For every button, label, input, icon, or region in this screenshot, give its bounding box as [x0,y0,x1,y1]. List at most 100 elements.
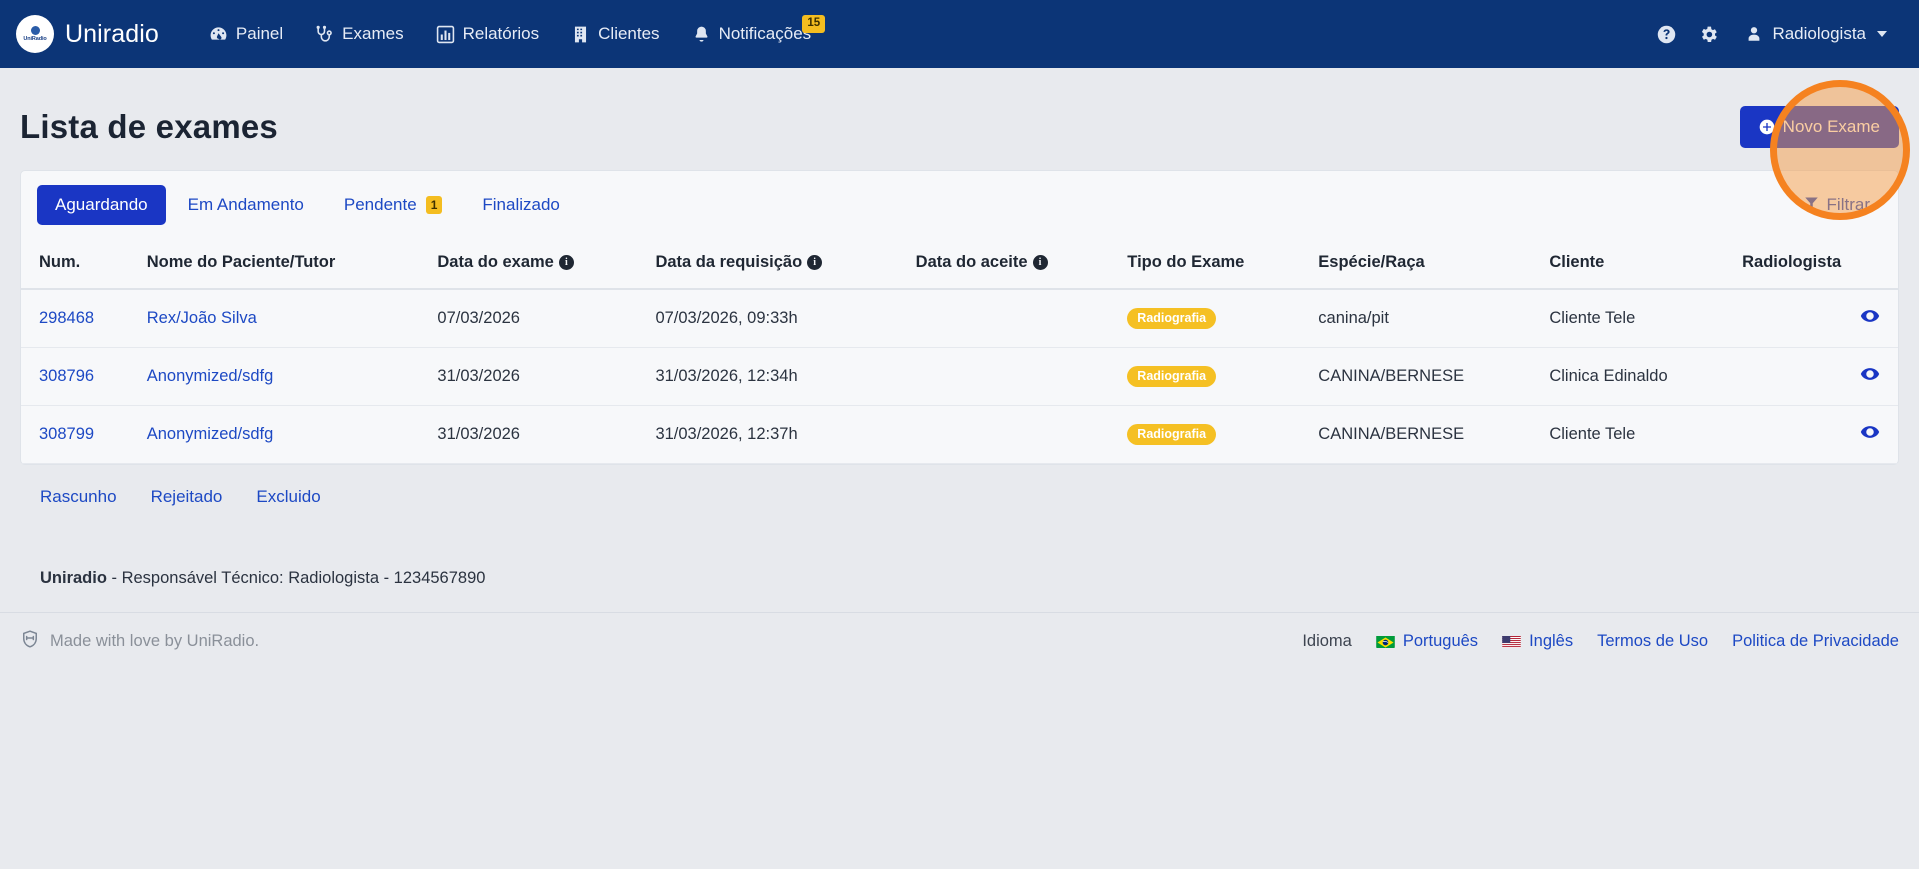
tab-pendente-count: 1 [425,196,443,214]
new-exam-button[interactable]: Novo Exame [1739,106,1899,148]
user-menu[interactable]: Radiologista [1732,16,1897,52]
link-rejeitado[interactable]: Rejeitado [150,487,223,506]
page-footer: Made with love by UniRadio. Idioma Portu… [0,612,1919,670]
user-name: Radiologista [1772,24,1866,43]
cell-num: 298468 [21,289,137,348]
cell-num: 308799 [21,405,137,464]
cell-accept-date [905,347,1118,406]
footer-credit-text: Made with love by UniRadio. [50,632,260,650]
col-species: Espécie/Raça [1308,239,1540,290]
cell-exam-type: Radiografia [1117,347,1309,406]
eye-icon[interactable] [1860,364,1880,389]
cell-client: Cliente Tele [1539,289,1733,348]
cell-radiologist [1732,405,1781,464]
tab-finalizado[interactable]: Finalizado [464,185,578,225]
page-title: Lista de exames [20,108,278,145]
user-icon [1744,25,1763,44]
link-terms-of-use[interactable]: Termos de Uso [1597,632,1709,650]
cell-patient: Rex/João Silva [136,289,428,348]
info-icon-request-date[interactable]: i [807,255,823,271]
exam-number-link[interactable]: 298468 [39,309,95,327]
cell-accept-date [905,289,1118,348]
col-patient: Nome do Paciente/Tutor [136,239,428,290]
col-exam-type: Tipo do Exame [1117,239,1309,290]
language-portuguese[interactable]: Português [1376,632,1478,651]
patient-link[interactable]: Anonymized/sdfg [146,367,274,385]
chevron-down-icon [1877,31,1887,37]
nav-item-notificacoes[interactable]: Notificações 15 [676,15,828,52]
uniradio-logo-icon: UniRadio [16,15,54,53]
tab-pendente-label: Pendente [343,195,417,214]
cell-exam-date: 31/03/2026 [427,347,646,406]
col-client: Cliente [1539,239,1733,290]
nav-label-painel: Painel [235,24,284,43]
help-circle-icon[interactable] [1648,16,1684,52]
nav-right-actions: Radiologista [1648,16,1897,52]
eye-icon[interactable] [1860,306,1880,331]
brand-name: Uniradio [65,19,159,48]
table-row: 308796 Anonymized/sdfg 31/03/2026 31/03/… [21,347,1898,406]
nav-item-painel[interactable]: Painel [193,16,299,52]
footer-links: Idioma Português [1302,632,1899,651]
patient-link[interactable]: Anonymized/sdfg [146,425,274,443]
bar-chart-icon [436,25,455,44]
flag-br-icon [1376,635,1395,648]
col-exam-type-label: Tipo do Exame [1127,253,1245,271]
col-request-date-label: Data da requisição [655,253,803,271]
link-privacy-policy[interactable]: Politica de Privacidade [1732,632,1899,650]
plus-circle-icon [1759,119,1775,135]
exam-number-link[interactable]: 308799 [39,425,95,443]
cell-patient: Anonymized/sdfg [136,347,428,406]
gear-icon[interactable] [1690,16,1726,52]
status-badge: Radiografia [1127,307,1217,330]
exams-table-head: Num. Nome do Paciente/Tutor Data do exam… [21,239,1898,290]
notification-count-badge: 15 [802,15,826,33]
cell-actions [1780,289,1898,348]
nav-item-relatorios[interactable]: Relatórios [420,16,556,52]
col-accept-date-label: Data do aceite [915,253,1028,271]
cell-species: CANINA/BERNESE [1308,347,1540,406]
eye-icon[interactable] [1860,422,1880,447]
info-icon-exam-date[interactable]: i [558,255,574,271]
funnel-icon [1804,195,1819,215]
table-row: 308799 Anonymized/sdfg 31/03/2026 31/03/… [21,405,1898,464]
building-icon [571,25,590,44]
info-icon-accept-date[interactable]: i [1032,255,1048,271]
cell-num: 308796 [21,347,137,406]
col-client-label: Cliente [1549,253,1605,271]
col-request-date: Data da requisição i [645,239,906,290]
brand-logo-link[interactable]: UniRadio Uniradio [16,15,159,53]
nav-label-exames: Exames [342,24,404,43]
secondary-status-links: Rascunho Rejeitado Excluido [20,465,1899,507]
nav-item-exames[interactable]: Exames [299,16,419,52]
bell-icon [692,25,711,44]
dashboard-icon [209,25,228,44]
link-rascunho[interactable]: Rascunho [40,487,117,506]
language-portuguese-label: Português [1402,632,1479,650]
cell-request-date: 31/03/2026, 12:34h [645,347,906,406]
col-num: Num. [21,239,137,290]
cell-client: Cliente Tele [1539,405,1733,464]
col-num-label: Num. [39,253,81,271]
status-tabs: Aguardando Em Andamento Pendente 1 Final… [37,185,578,225]
stethoscope-icon [315,25,334,44]
tab-em-andamento[interactable]: Em Andamento [170,185,322,225]
cell-client: Clinica Edinaldo [1539,347,1733,406]
patient-link[interactable]: Rex/João Silva [146,309,257,327]
nav-label-relatorios: Relatórios [462,24,540,43]
col-species-label: Espécie/Raça [1318,253,1425,271]
tab-finalizado-label: Finalizado [482,195,560,214]
filter-button-label: Filtrar [1826,195,1870,214]
nav-links: Painel Exames [193,15,828,52]
language-english[interactable]: Inglês [1502,632,1573,651]
page-header: Lista de exames Novo Exame [20,68,1899,170]
responsible-text: - Responsável Técnico: Radiologista - 12… [106,569,486,587]
tab-pendente[interactable]: Pendente 1 [326,185,460,225]
cell-species: canina/pit [1308,289,1540,348]
link-excluido[interactable]: Excluido [256,487,321,506]
filter-button[interactable]: Filtrar [1792,187,1882,223]
nav-item-clientes[interactable]: Clientes [555,16,675,52]
cell-request-date: 31/03/2026, 12:37h [645,405,906,464]
tab-aguardando[interactable]: Aguardando [37,185,166,225]
exam-number-link[interactable]: 308796 [39,367,95,385]
